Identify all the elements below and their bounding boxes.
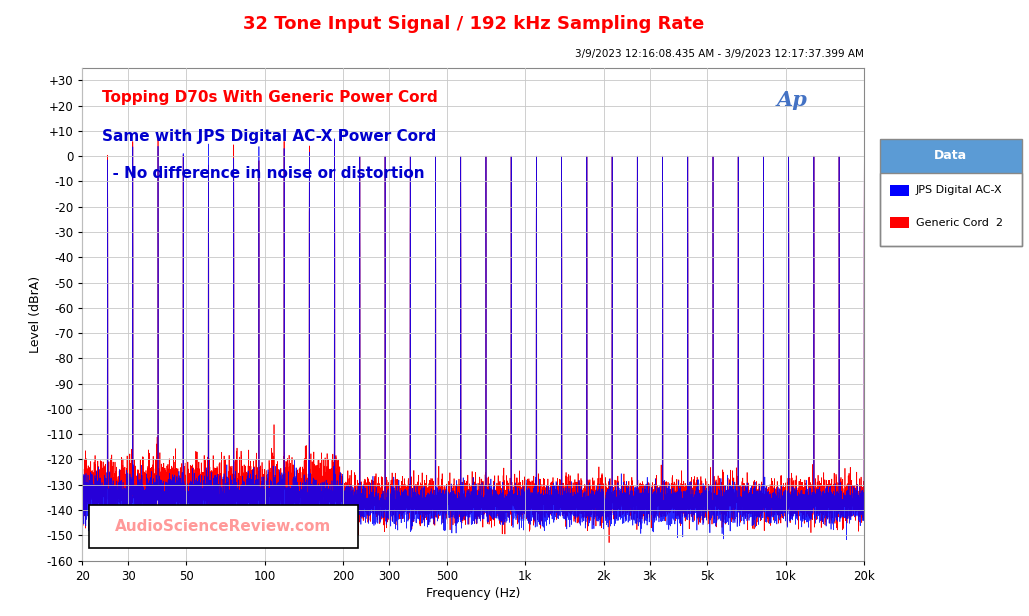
Text: - No difference in noise or distortion: - No difference in noise or distortion [102, 166, 425, 181]
Text: Topping D70s With Generic Power Cord: Topping D70s With Generic Power Cord [102, 90, 437, 105]
Text: JPS Digital AC-X: JPS Digital AC-X [916, 185, 1002, 195]
Text: Data: Data [934, 149, 967, 162]
Text: Generic Cord  2: Generic Cord 2 [916, 217, 1003, 228]
Text: 3/9/2023 12:16:08.435 AM - 3/9/2023 12:17:37.399 AM: 3/9/2023 12:16:08.435 AM - 3/9/2023 12:1… [575, 49, 864, 59]
Y-axis label: Level (dBrA): Level (dBrA) [30, 275, 42, 353]
Text: Ap: Ap [777, 90, 808, 110]
Text: 32 Tone Input Signal / 192 kHz Sampling Rate: 32 Tone Input Signal / 192 kHz Sampling … [243, 15, 704, 33]
Text: Same with JPS Digital AC-X Power Cord: Same with JPS Digital AC-X Power Cord [102, 129, 436, 144]
X-axis label: Frequency (Hz): Frequency (Hz) [426, 587, 521, 600]
Bar [88, 505, 358, 548]
Text: AudioScienceReview.com: AudioScienceReview.com [115, 519, 331, 534]
